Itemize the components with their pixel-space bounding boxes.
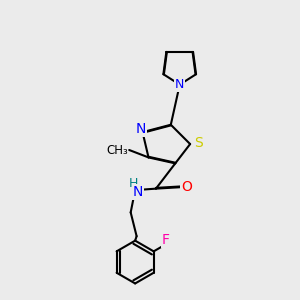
Text: F: F xyxy=(161,233,169,248)
Text: H: H xyxy=(129,177,138,190)
Text: S: S xyxy=(194,136,203,150)
Text: N: N xyxy=(175,78,184,91)
Text: N: N xyxy=(136,122,146,136)
Text: CH₃: CH₃ xyxy=(106,143,128,157)
Text: O: O xyxy=(181,180,192,194)
Text: N: N xyxy=(133,184,143,199)
